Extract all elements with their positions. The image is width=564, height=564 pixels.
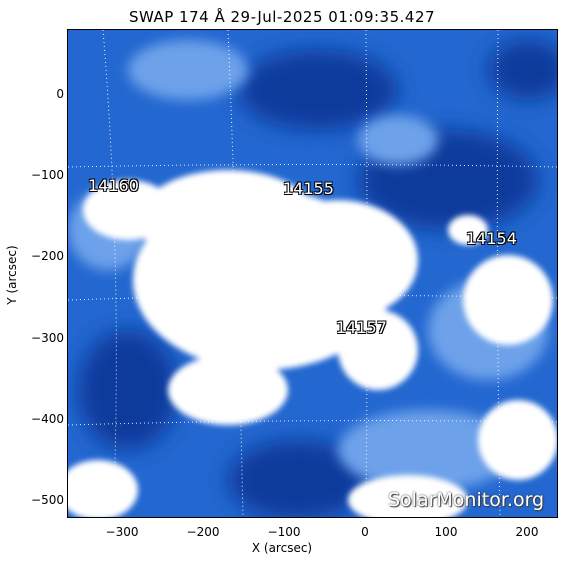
y-tick-label: −200 (31, 249, 64, 263)
y-tick-label: 0 (56, 87, 64, 101)
x-tick-label: 100 (434, 525, 458, 539)
euv-intensity-map (68, 30, 557, 517)
solar-image (67, 29, 558, 518)
x-tick-label: −100 (267, 525, 301, 539)
active-region-label: 14154 (466, 229, 517, 248)
x-axis-title: X (arcsec) (251, 541, 313, 555)
image-title: SWAP 174 Å 29-Jul-2025 01:09:35.427 (128, 8, 436, 26)
active-region-label: 14157 (336, 318, 387, 337)
y-axis-title: Y (arcsec) (5, 245, 19, 305)
x-tick-label: −200 (186, 525, 220, 539)
y-tick-label: −500 (31, 493, 64, 507)
y-tick-label: −300 (31, 331, 64, 345)
active-region-label: 14160 (88, 176, 139, 195)
y-tick-label: −400 (31, 412, 64, 426)
x-tick-label: 0 (361, 525, 369, 539)
y-tick-label: −100 (31, 168, 64, 182)
active-region-label: 14155 (283, 179, 334, 198)
x-tick-label: 200 (515, 525, 539, 539)
x-tick-label: −300 (105, 525, 139, 539)
watermark: SolarMonitor.org (388, 489, 545, 511)
